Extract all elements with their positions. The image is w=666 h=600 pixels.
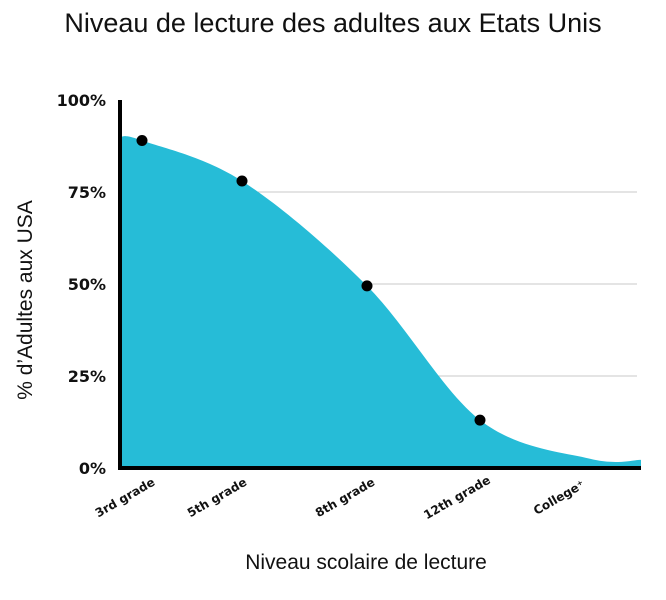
- x-tick-label: 3rd grade: [93, 475, 157, 520]
- x-tick-label: 8th grade: [313, 475, 377, 520]
- y-tick-label: 25%: [68, 367, 106, 386]
- x-tick-label: 12th grade: [421, 473, 493, 522]
- y-axis-label: % d’Adultes aux USA: [14, 200, 37, 400]
- area-fill: [120, 136, 641, 468]
- y-tick-labels: 100% 75% 50% 25% 0%: [57, 91, 106, 478]
- y-tick-label: 75%: [68, 183, 106, 202]
- data-point: [361, 280, 373, 292]
- x-tick-label: 5th grade: [185, 475, 249, 520]
- y-tick-label: 50%: [68, 275, 106, 294]
- y-tick-label: 0%: [79, 459, 106, 478]
- data-point: [474, 414, 486, 426]
- data-points: [136, 134, 486, 426]
- y-tick-label: 100%: [57, 91, 106, 110]
- x-axis-label: Niveau scolaire de lecture: [245, 551, 487, 574]
- x-tick-labels: 3rd grade 5th grade 8th grade 12th grade Col…: [93, 473, 587, 522]
- x-tick-label: College⁺: [531, 477, 587, 517]
- data-point: [136, 134, 148, 146]
- data-point: [236, 175, 248, 187]
- chart-title: Niveau de lecture des adultes aux Etats …: [64, 8, 602, 38]
